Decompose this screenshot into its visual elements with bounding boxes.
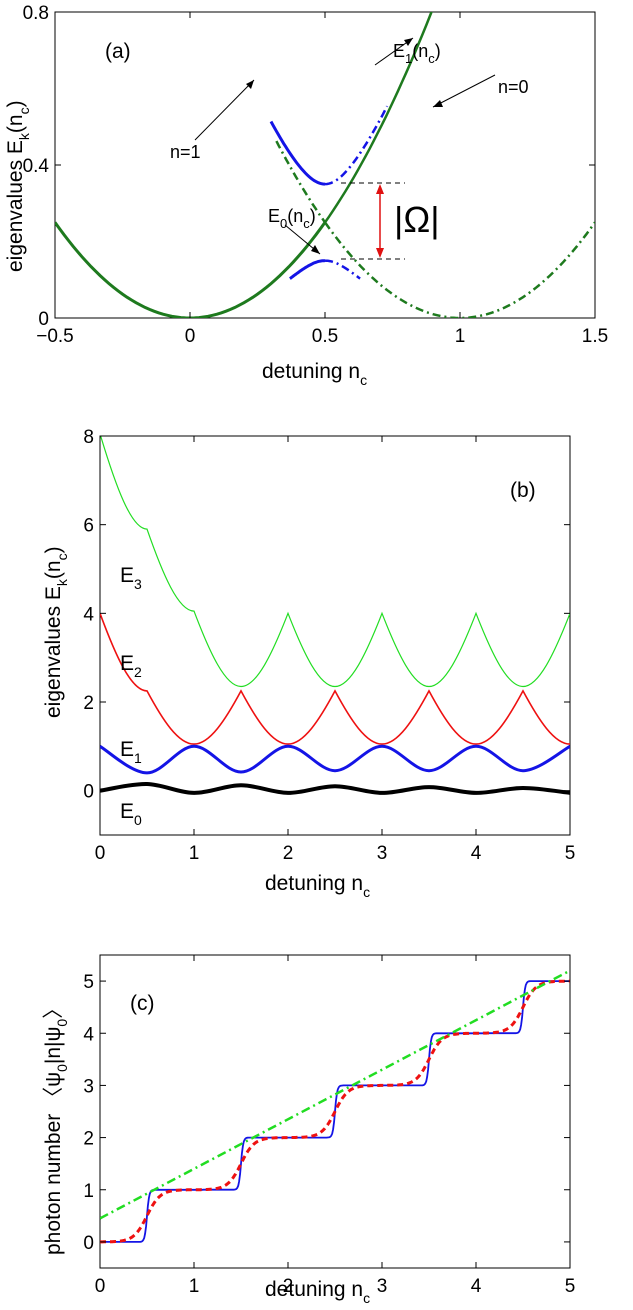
E1-branch-dashdot [324,105,389,186]
panel-b: 0 1 2 3 4 5 0 2 4 6 8 (b) detuning nc eigenvalues … [42,427,575,900]
series-label-E0: E0 [120,800,142,828]
E1-branch-solid [269,120,326,186]
annotation-E0: E0(nc) [268,206,316,231]
panel-label-a: (a) [105,40,131,63]
y-tick-label: 0.4 [23,156,50,177]
plot-frame-a [54,11,596,319]
x-tick-label: 0 [185,326,196,347]
series-label-E1: E1 [120,738,142,766]
x-tick-label: 5 [565,843,576,864]
arrowhead-n1 [246,80,254,89]
y-tick-label: 8 [83,427,94,448]
y-tick-label: 0 [38,309,49,330]
n0-parabola-dashdot [323,221,595,318]
series-line-dashed [100,979,570,1244]
x-tick-label: −0.5 [36,326,74,347]
E0-branch-solid [289,259,326,280]
x-axis-label-a: detuning nc [262,360,367,388]
y-axis-label-b: eigenvalues Ek(nc) [42,546,70,718]
panel-label-c: (c) [130,992,155,1015]
panel-label-b: (b) [510,479,536,502]
x-tick-label: 4 [471,1276,482,1297]
gap-arrowhead-down [376,248,384,258]
y-tick-label: 2 [83,693,94,714]
plot-frame-b [99,435,571,836]
annotation-omega: |Ω| [394,199,440,240]
arrowhead-E1 [404,38,413,46]
panel-a: −0.5 0 0.5 1 1.500.40.8 (a) detuning nc eige… [4,3,608,388]
series-line-E1 [100,744,570,775]
y-tick-label: 6 [83,516,94,537]
series-line-E2 [100,613,570,745]
x-tick-label: 1 [455,326,466,347]
gap-arrowhead-up [376,184,384,194]
x-tick-label: 3 [377,1276,388,1297]
y-tick-label: 4 [83,1024,94,1045]
y-tick-label: 3 [83,1076,94,1097]
x-tick-label: 3 [377,843,388,864]
x-tick-label: 1 [189,843,200,864]
x-tick-label: 5 [565,1276,576,1297]
x-tick-label: 1.5 [582,326,608,347]
x-tick-label: 1 [189,1276,200,1297]
x-axis-label-b: detuning nc [265,872,370,900]
arrowhead-n0 [433,100,443,107]
arrow-n0 [432,74,496,108]
panel-c: 0 1 2 3 4 5 0 1 2 3 4 5 (c) detuning nc photon numb… [42,954,576,1306]
y-axis-label-a: eigenvalues Ek(nc) [4,100,32,272]
x-tick-label: 2 [283,1276,294,1297]
x-tick-label: 4 [471,843,482,864]
E0-branch-dashdot [324,259,361,280]
y-tick-label: 0 [83,1233,94,1254]
series-line-dashdot [100,969,570,1220]
x-tick-label: 2 [283,843,294,864]
x-axis-label-c: detuning nc [265,1278,370,1306]
annotation-n1: n=1 [170,142,201,162]
n1-parabola-upper [323,12,433,224]
annotation-n0: n=0 [498,77,529,97]
x-tick-label: 0.5 [312,326,338,347]
y-axis-label-c: photon number 〈ψ0|n|ψ0〉 [42,998,70,1255]
annotation-E1: E1(nc) [393,41,441,66]
y-tick-label: 5 [83,972,94,993]
y-tick-label: 1 [83,1181,94,1202]
y-tick-label: 0.8 [23,3,49,24]
y-tick-label: 4 [83,604,94,625]
arrowhead-E0 [311,245,320,254]
y-tick-label: 2 [83,1129,94,1150]
x-tick-label: 0 [95,843,106,864]
arrow-n1 [194,79,255,141]
n1-parabola-solid [55,221,327,318]
series-label-E2: E2 [120,652,142,680]
series-line-E3 [100,436,570,688]
plot-frame-c [99,954,571,1269]
series-label-E3: E3 [120,564,142,592]
y-tick-label: 0 [83,782,94,803]
series-line-E0 [100,781,570,795]
x-tick-label: 0 [95,1276,106,1297]
